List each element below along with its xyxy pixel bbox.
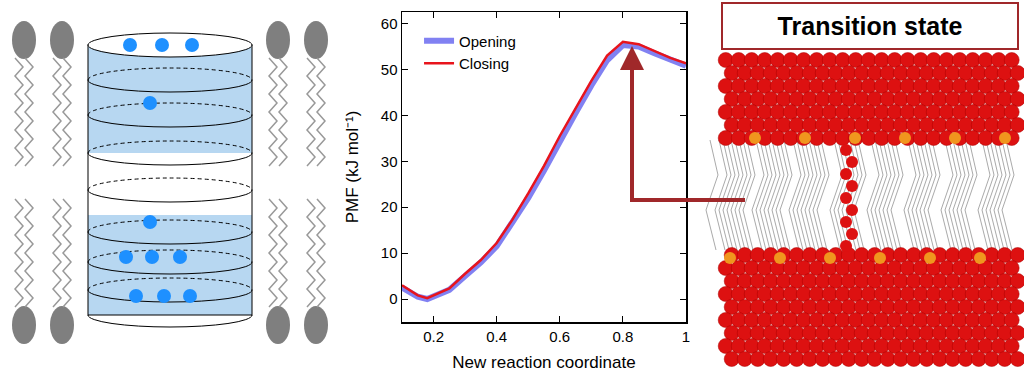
svg-text:10: 10 [381,244,398,261]
svg-text:Opening: Opening [459,33,516,50]
svg-text:20: 20 [381,198,398,215]
svg-text:1: 1 [682,328,690,345]
svg-text:40: 40 [381,107,398,124]
svg-text:0.8: 0.8 [612,328,633,345]
svg-text:60: 60 [381,15,398,32]
svg-text:30: 30 [381,153,398,170]
svg-text:0.4: 0.4 [486,328,507,345]
svg-text:New reaction coordinate: New reaction coordinate [452,353,635,372]
svg-text:0.6: 0.6 [549,328,570,345]
svg-text:0.2: 0.2 [423,328,444,345]
svg-text:50: 50 [381,61,398,78]
svg-text:Transition state: Transition state [778,12,963,40]
svg-text:Closing: Closing [459,55,509,72]
svg-text:0: 0 [389,290,397,307]
svg-text:PMF (kJ mol⁻¹): PMF (kJ mol⁻¹) [343,111,362,224]
